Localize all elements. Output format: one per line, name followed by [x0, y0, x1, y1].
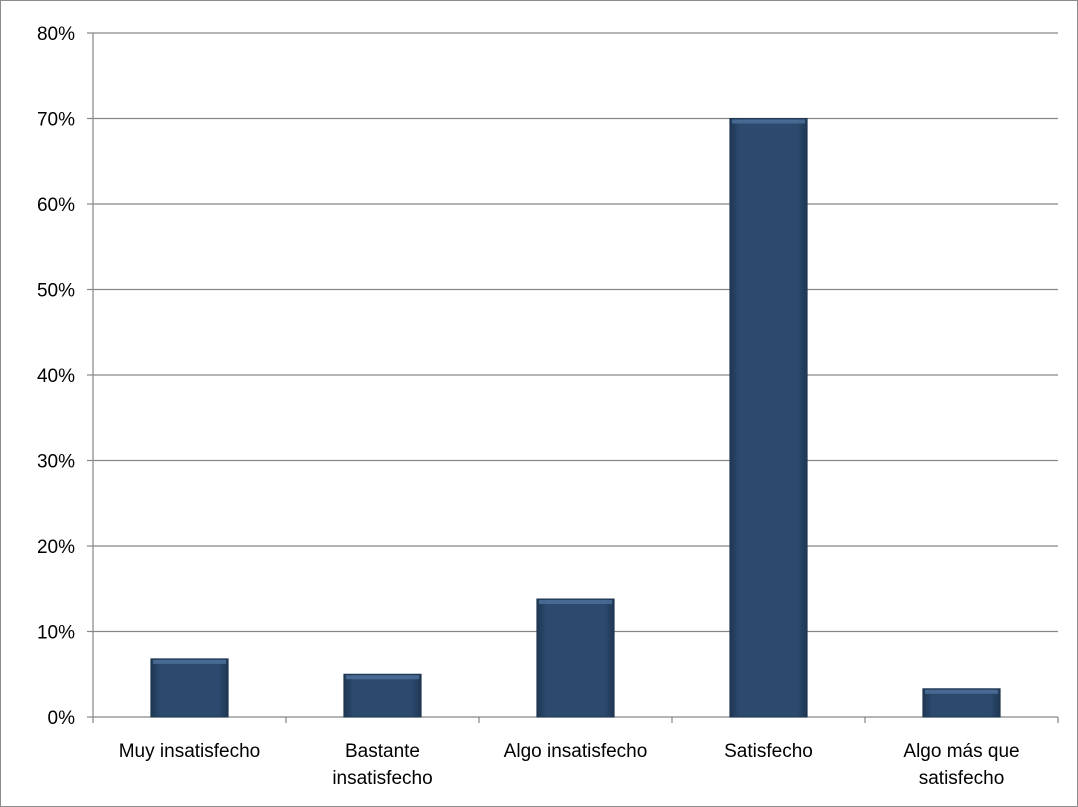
gridlines: [93, 32, 1058, 633]
bar: [150, 658, 229, 718]
y-tick-label: 60%: [37, 195, 75, 216]
x-category-label: Algo más que: [903, 741, 1019, 762]
bar-highlight: [731, 119, 806, 124]
bar: [343, 673, 422, 718]
x-category-label: satisfecho: [919, 768, 1005, 789]
y-tick-label: 70%: [37, 110, 75, 131]
y-tick-label: 80%: [37, 24, 75, 45]
y-tick-label: 40%: [37, 366, 75, 387]
x-category-label: Satisfecho: [724, 741, 813, 762]
y-tick-label: 0%: [48, 708, 76, 729]
x-category-label: insatisfecho: [332, 768, 432, 789]
bar-highlight: [924, 689, 999, 694]
x-category-label: Muy insatisfecho: [119, 741, 261, 762]
bars: [150, 118, 1001, 718]
bar: [729, 118, 808, 718]
y-tick-labels: 0% 10% 20% 30% 40% 50% 60% 70% 80%: [37, 24, 75, 729]
y-tick-label: 20%: [37, 537, 75, 558]
x-category-label: Bastante: [345, 741, 420, 762]
bar: [536, 598, 615, 718]
y-tick-label: 50%: [37, 281, 75, 302]
y-tick-label: 30%: [37, 452, 75, 473]
bar-highlight: [152, 659, 227, 664]
x-category-label: Algo insatisfecho: [504, 741, 648, 762]
bar-highlight: [538, 600, 613, 605]
bar-highlight: [345, 675, 420, 680]
x-category-labels: Muy insatisfecho Bastante insatisfecho Algo…: [119, 741, 1020, 789]
y-tick-label: 10%: [37, 623, 75, 644]
